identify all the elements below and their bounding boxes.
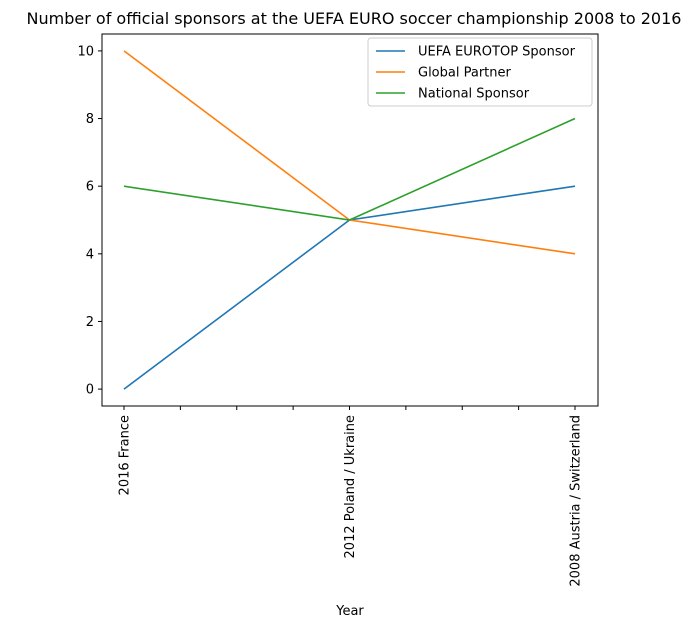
legend-label: UEFA EUROTOP Sponsor bbox=[418, 45, 576, 60]
y-tick-label: 6 bbox=[86, 180, 94, 195]
x-tick-label: 2008 Austria / Switzerland bbox=[569, 415, 584, 587]
legend-label: Global Partner bbox=[418, 66, 512, 81]
series-layer bbox=[123, 50, 576, 390]
legend-box bbox=[367, 37, 593, 107]
y-tick-label: 4 bbox=[86, 247, 94, 262]
x-tick-label: 2012 Poland / Ukraine bbox=[343, 415, 358, 558]
y-tick-label: 8 bbox=[86, 112, 94, 127]
y-tick-label: 0 bbox=[86, 383, 94, 398]
plot-area: 0 2 4 6 8 10 2016 France 2012 Poland / Ukraine 2… bbox=[77, 33, 599, 587]
y-tick-label: 2 bbox=[86, 315, 94, 330]
chart-title: Number of official sponsors at the UEFA … bbox=[27, 9, 682, 28]
x-axis-label: Year bbox=[335, 604, 364, 619]
legend-label: National Sponsor bbox=[418, 87, 530, 102]
series-line-national-sponsor bbox=[123, 117, 576, 221]
x-tick-label: 2016 France bbox=[118, 415, 133, 495]
y-tick-label: 10 bbox=[77, 44, 94, 59]
legend: UEFA EUROTOP Sponsor Global Partner Nation… bbox=[367, 37, 593, 107]
